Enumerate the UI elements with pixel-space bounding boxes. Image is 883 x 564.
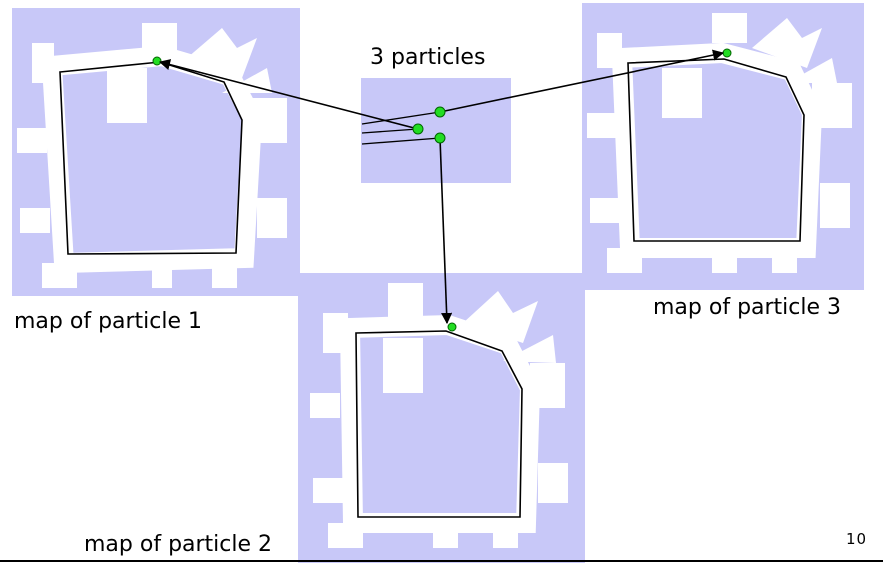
particle-history-line [361, 111, 441, 125]
map-particle-2 [298, 273, 585, 563]
particle-history-line [361, 128, 419, 134]
arrows [158, 49, 725, 325]
map-1-floorplan [17, 23, 287, 288]
trajectory [355, 330, 523, 518]
arrow-to-map-3 [439, 49, 725, 113]
particle-3-map-dot [722, 48, 732, 58]
map-particle-3 [582, 3, 864, 290]
particle-2-map-dot [447, 322, 457, 332]
particle-dot [412, 123, 424, 135]
footer-rule [0, 560, 883, 562]
particles-panel [361, 78, 511, 183]
particles-panel-background [361, 78, 511, 183]
page-number: 10 [846, 530, 868, 548]
arrow-to-map-1 [158, 59, 419, 130]
particle-dot [434, 106, 446, 118]
map-1-label: map of particle 1 [14, 309, 203, 334]
particle-dot [434, 132, 446, 144]
map-particle-1 [12, 8, 300, 296]
arrow-to-map-2 [439, 137, 453, 325]
particles-label: 3 particles [370, 45, 486, 70]
particle-1-map-dot [152, 56, 162, 66]
map-2-label: map of particle 2 [84, 532, 273, 557]
particle-history-line [361, 137, 441, 145]
map-3-label: map of particle 3 [653, 295, 842, 320]
